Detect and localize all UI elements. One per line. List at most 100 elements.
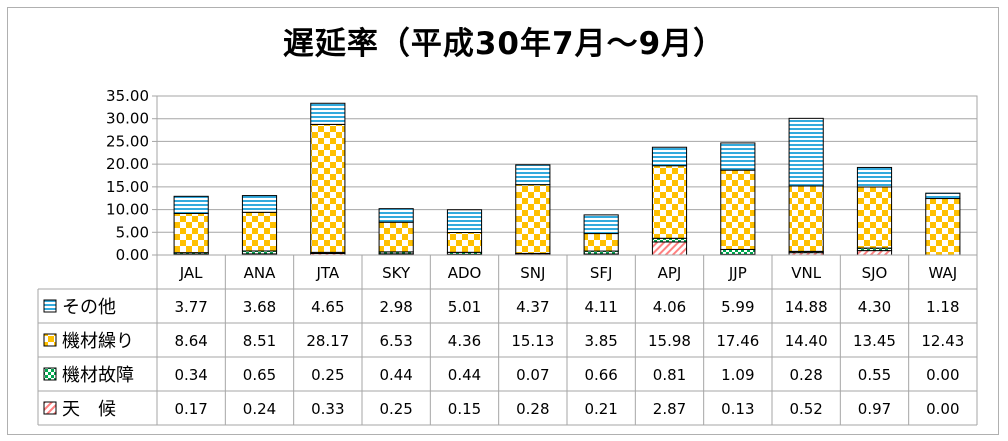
- data-label-weather: 0.21: [584, 400, 617, 418]
- data-label-failure: 0.44: [448, 366, 481, 384]
- bar-segment-rotation-SKY: [378, 221, 414, 253]
- bar-segment-other-SFJ: [583, 214, 619, 235]
- y-tick-label: 0.00: [116, 246, 149, 264]
- category-label: WAJ: [928, 264, 957, 282]
- legend-label-other: その他: [62, 297, 116, 318]
- y-tick-label: 25.00: [106, 132, 149, 150]
- bar-segment-rotation-JAL: [173, 212, 209, 254]
- chart-title: 遅延率（平成30年7月～9月）: [282, 26, 726, 62]
- bar-segment-other-SJO: [856, 166, 893, 188]
- category-label: JJP: [728, 264, 747, 282]
- data-label-other: 4.37: [516, 298, 549, 316]
- data-label-weather: 0.00: [926, 400, 959, 418]
- y-tick-label: 5.00: [116, 223, 149, 241]
- y-tick-label: 30.00: [106, 110, 149, 128]
- bar-segment-other-JAL: [173, 195, 209, 214]
- category-label: JTA: [315, 264, 339, 282]
- data-label-failure: 0.44: [379, 366, 412, 384]
- data-label-weather: 0.33: [311, 400, 344, 418]
- bar-segment-rotation-ADO: [446, 232, 483, 253]
- data-label-failure: 0.66: [584, 366, 617, 384]
- bar-segment-rotation-JTA: [310, 123, 346, 253]
- data-label-other: 1.18: [926, 298, 959, 316]
- bar-segment-weather-SJO: [856, 250, 893, 256]
- bar-segment-other-WAJ: [925, 192, 961, 200]
- data-label-rotation: 14.40: [785, 332, 828, 350]
- data-label-weather: 0.15: [448, 400, 481, 418]
- bar-segment-rotation-SJO: [856, 186, 893, 249]
- bar-segment-other-JTA: [310, 102, 346, 125]
- data-label-rotation: 15.98: [648, 332, 691, 350]
- data-label-failure: 0.55: [858, 366, 891, 384]
- bar-segment-weather-APJ: [651, 241, 688, 256]
- data-label-rotation: 28.17: [306, 332, 349, 350]
- bar-segment-other-SNJ: [515, 164, 551, 186]
- data-label-rotation: 13.45: [853, 332, 896, 350]
- category-label: VNL: [791, 264, 821, 282]
- data-label-failure: 1.09: [721, 366, 754, 384]
- bar-segment-other-SKY: [378, 208, 414, 223]
- data-label-weather: 0.28: [516, 400, 549, 418]
- category-label: ADO: [448, 264, 482, 282]
- category-label: SKY: [382, 264, 411, 282]
- bar-segment-other-ADO: [446, 209, 483, 234]
- legend-key-rotation: [43, 333, 57, 347]
- data-label-weather: 0.17: [174, 400, 207, 418]
- category-label: APJ: [658, 264, 682, 282]
- y-tick-label: 15.00: [106, 178, 149, 196]
- category-label: SJO: [862, 264, 888, 282]
- data-label-other: 3.68: [243, 298, 276, 316]
- bar-segment-other-ANA: [241, 195, 278, 213]
- data-label-rotation: 4.36: [448, 332, 481, 350]
- legend-label-weather: 天 候: [62, 399, 116, 420]
- data-label-rotation: 3.85: [584, 332, 617, 350]
- bar-segment-rotation-VNL: [788, 185, 824, 252]
- data-label-other: 3.77: [174, 298, 207, 316]
- data-label-rotation: 8.51: [243, 332, 276, 350]
- bar-segment-rotation-SNJ: [515, 184, 551, 254]
- data-label-rotation: 12.43: [921, 332, 964, 350]
- data-label-other: 4.06: [653, 298, 686, 316]
- bar-segment-other-VNL: [788, 117, 824, 187]
- data-label-other: 4.11: [584, 298, 617, 316]
- data-label-rotation: 15.13: [511, 332, 554, 350]
- data-label-failure: 0.81: [653, 366, 686, 384]
- data-label-other: 4.30: [858, 298, 891, 316]
- data-label-failure: 0.25: [311, 366, 344, 384]
- bar-segment-rotation-WAJ: [925, 198, 961, 256]
- plot-area: [156, 95, 978, 256]
- bar-segment-other-JJP: [720, 142, 756, 171]
- data-label-weather: 0.13: [721, 400, 754, 418]
- bar-segment-other-APJ: [651, 146, 688, 167]
- data-label-failure: 0.07: [516, 366, 549, 384]
- data-label-failure: 0.65: [243, 366, 276, 384]
- legend-key-failure: [43, 367, 57, 381]
- category-label: JAL: [179, 264, 203, 282]
- bar-segment-failure-APJ: [651, 237, 688, 243]
- bar-segment-rotation-APJ: [651, 165, 688, 239]
- bar-segment-rotation-SFJ: [583, 233, 619, 252]
- category-label: ANA: [244, 264, 276, 282]
- bar-segment-rotation-ANA: [241, 211, 278, 252]
- data-label-other: 5.99: [721, 298, 754, 316]
- data-label-weather: 0.25: [379, 400, 412, 418]
- data-label-failure: 0.28: [789, 366, 822, 384]
- data-label-other: 5.01: [448, 298, 481, 316]
- data-label-failure: 0.00: [926, 366, 959, 384]
- data-label-rotation: 17.46: [716, 332, 759, 350]
- data-label-weather: 0.97: [858, 400, 891, 418]
- legend-key-other: [43, 299, 57, 313]
- y-tick-label: 10.00: [106, 201, 149, 219]
- y-tick-label: 35.00: [106, 87, 149, 105]
- data-label-weather: 2.87: [653, 400, 686, 418]
- data-label-rotation: 8.64: [174, 332, 207, 350]
- data-label-other: 4.65: [311, 298, 344, 316]
- y-tick-label: 20.00: [106, 155, 149, 173]
- category-label: SFJ: [590, 264, 613, 282]
- bar-segment-failure-JJP: [720, 248, 756, 255]
- data-label-failure: 0.34: [174, 366, 207, 384]
- data-label-other: 2.98: [379, 298, 412, 316]
- data-label-other: 14.88: [785, 298, 828, 316]
- data-label-weather: 0.24: [243, 400, 276, 418]
